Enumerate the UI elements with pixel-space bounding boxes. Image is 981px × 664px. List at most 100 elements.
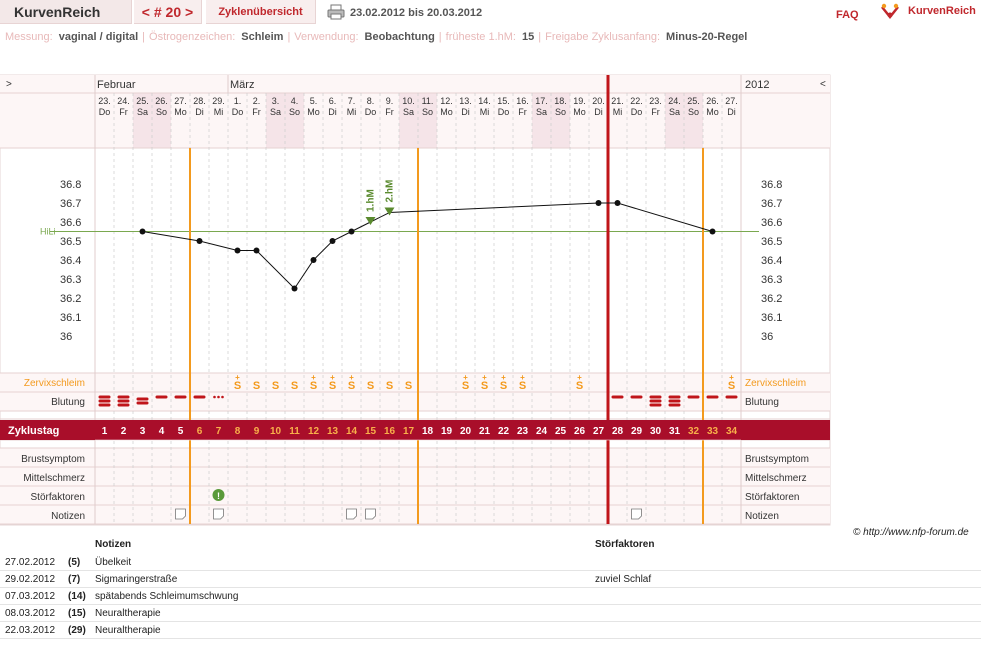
weekday-label: Do: [631, 107, 643, 117]
mucus-symbol: S: [576, 380, 583, 392]
settings-value: Minus-20-Regel: [666, 31, 748, 43]
settings-separator: |: [142, 31, 146, 43]
note-icon: [365, 508, 376, 520]
weekday-label: Mi: [214, 107, 224, 117]
cycleday-number: 9: [254, 426, 260, 437]
date-label: 27.: [174, 96, 187, 106]
temperature-point: [348, 228, 355, 235]
weekday-label: So: [688, 107, 699, 117]
settings-value: Schleim: [241, 31, 284, 43]
mucus-plus: +: [729, 373, 734, 382]
weekday-label: Di: [594, 107, 603, 117]
temperature-point: [310, 257, 317, 263]
mucus-label-right: Zervixschleim: [745, 378, 806, 389]
date-label: 22.: [630, 96, 643, 106]
bleeding-bar: [98, 395, 111, 399]
weekend-column: [133, 93, 152, 148]
bleeding-spotting: [213, 395, 216, 399]
settings-label: Östrogenzeichen:: [149, 31, 236, 43]
stoerfaktor-icon: [212, 489, 225, 501]
cycleday-number: 33: [707, 426, 719, 437]
y-tick-left: 36.2: [60, 293, 81, 305]
temperature-point: [196, 238, 203, 244]
notes-header: Notizen Störfaktoren: [0, 537, 981, 553]
bleeding-bar: [193, 395, 206, 399]
date-label: 19.: [573, 96, 586, 106]
print-icon[interactable]: [327, 4, 345, 20]
bleeding-bar: [687, 395, 700, 399]
cycleday-number: 24: [536, 426, 548, 437]
note-icon: [213, 508, 224, 520]
extra-row-label-right: Mittelschmerz: [745, 473, 807, 484]
weekday-label: So: [422, 107, 433, 117]
cycleday-number: 29: [631, 426, 643, 437]
bleeding-bar: [706, 395, 719, 399]
mucus-symbol: S: [367, 380, 374, 392]
weekday-label: Do: [99, 107, 111, 117]
bleeding-bar: [668, 403, 681, 407]
month-label: März: [230, 79, 254, 91]
notes-column-header: Notizen: [95, 539, 132, 550]
cycleday-number: 34: [726, 426, 738, 437]
mucus-symbol: S: [272, 380, 279, 392]
note-text: Neuraltherapie: [95, 625, 161, 636]
extra-row-label: Brustsymptom: [21, 454, 85, 465]
y-tick-left: 36.6: [60, 217, 81, 229]
mucus-symbol: S: [253, 380, 260, 392]
cycle-overview-tab[interactable]: Zyklenübersicht: [206, 0, 316, 24]
cycleday-number: 2: [121, 426, 127, 437]
bleeding-bar: [117, 399, 130, 403]
cycle-settings: Messung: vaginal / digital | Östrogenzeiche…: [5, 31, 751, 43]
mucus-plus: +: [520, 373, 525, 382]
cycleday-number: 13: [327, 426, 339, 437]
mucus-symbol: S: [234, 380, 241, 392]
note-row: 29.02.2012 (7) Sigmaringerstraße zuviel Sch…: [0, 571, 981, 588]
mucus-plus: +: [330, 373, 335, 382]
weekend-column: [551, 93, 570, 148]
cycle-navigator[interactable]: < # 20 >: [134, 0, 202, 24]
cycleday-number: 22: [498, 426, 510, 437]
temperature-point: [291, 285, 298, 292]
mucus-symbol: S: [291, 380, 298, 392]
faq-link[interactable]: FAQ: [836, 9, 859, 21]
bleeding-bar: [98, 399, 111, 403]
date-label: 25.: [136, 96, 149, 106]
weekday-label: Fr: [518, 107, 527, 117]
coverline-label: HiLi: [40, 227, 56, 237]
weekday-label: Fr: [119, 107, 128, 117]
date-label: 26.: [155, 96, 168, 106]
note-icon: [346, 508, 357, 520]
weekday-label: Mi: [480, 107, 490, 117]
settings-value: 15: [521, 31, 535, 43]
extra-row-label: Mittelschmerz: [23, 473, 85, 484]
mucus-symbol: S: [728, 380, 735, 392]
weekend-column: [665, 93, 684, 148]
date-label: 20.: [592, 96, 605, 106]
note-row: 22.03.2012 (29) Neuraltherapie: [0, 622, 981, 639]
weekday-label: Fr: [252, 107, 261, 117]
note-icon: [631, 508, 642, 520]
bleeding-label: Blutung: [51, 397, 85, 408]
y-tick-left: 36: [60, 331, 72, 343]
bleeding-bar: [611, 395, 624, 399]
date-label: 9.: [386, 96, 394, 106]
weekday-label: Sa: [669, 107, 680, 117]
weekend-column: [418, 93, 437, 148]
settings-label: Messung:: [5, 31, 53, 43]
bleeding-spotting: [221, 395, 224, 399]
date-label: 24.: [117, 96, 130, 106]
year-label: 2012: [745, 79, 769, 91]
date-label: 8.: [367, 96, 375, 106]
bleeding-label-right: Blutung: [745, 397, 779, 408]
weekday-label: Mo: [706, 107, 719, 117]
date-label: 3.: [272, 96, 280, 106]
bleeding-bar: [155, 395, 168, 399]
note-row: 08.03.2012 (15) Neuraltherapie: [0, 605, 981, 622]
bleeding-bar: [649, 399, 662, 403]
bleeding-bar: [98, 403, 111, 407]
date-label: 16.: [516, 96, 529, 106]
brand-name: KurvenReich: [908, 5, 976, 17]
note-date: 08.03.2012: [5, 608, 56, 619]
app-title[interactable]: KurvenReich: [0, 0, 132, 24]
bleeding-bar: [174, 395, 187, 399]
